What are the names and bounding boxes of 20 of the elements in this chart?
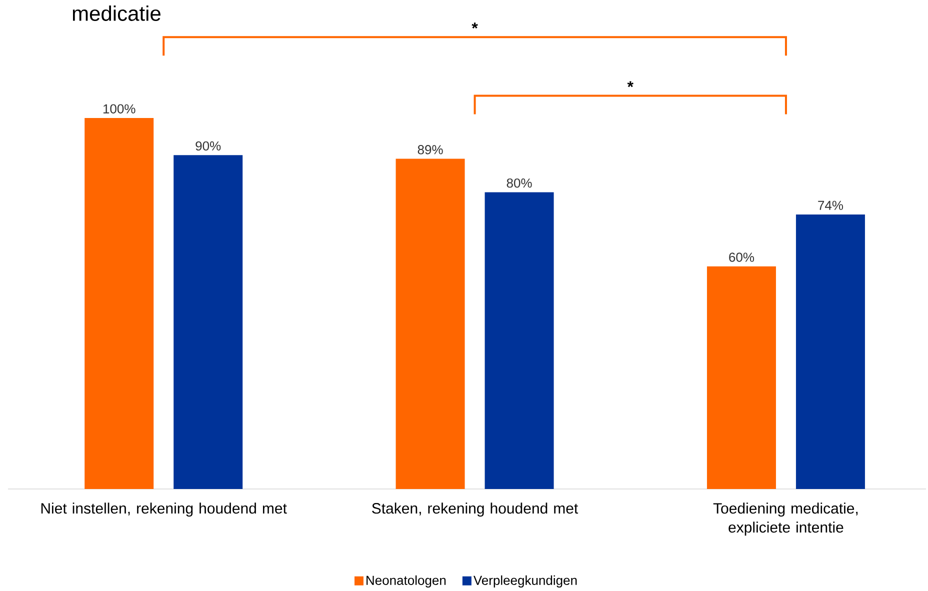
bar [174,155,243,489]
data-label: 89% [418,145,443,154]
x-tick-label: Staken, rekening houdend met [372,502,578,517]
bar [796,214,865,489]
legend-label: Verpleegkundigen [474,575,577,588]
data-label: 90% [196,141,221,151]
x-tick-label: Toediening medicatie, expliciete intentie [713,502,858,536]
chart-title: medicatie [72,6,160,21]
data-label: 80% [506,178,532,188]
data-label: 74% [818,200,844,210]
text: * [472,22,478,29]
bar [706,266,776,489]
data-label: 60% [729,252,754,262]
text: * [627,81,634,88]
x-tick-label: Niet instellen, rekening houdend met [41,502,287,517]
legend-label: Neonatologen [366,575,446,588]
bar [84,118,154,489]
data-label: 100% [103,104,136,114]
bar [396,158,465,489]
bar [484,192,554,489]
